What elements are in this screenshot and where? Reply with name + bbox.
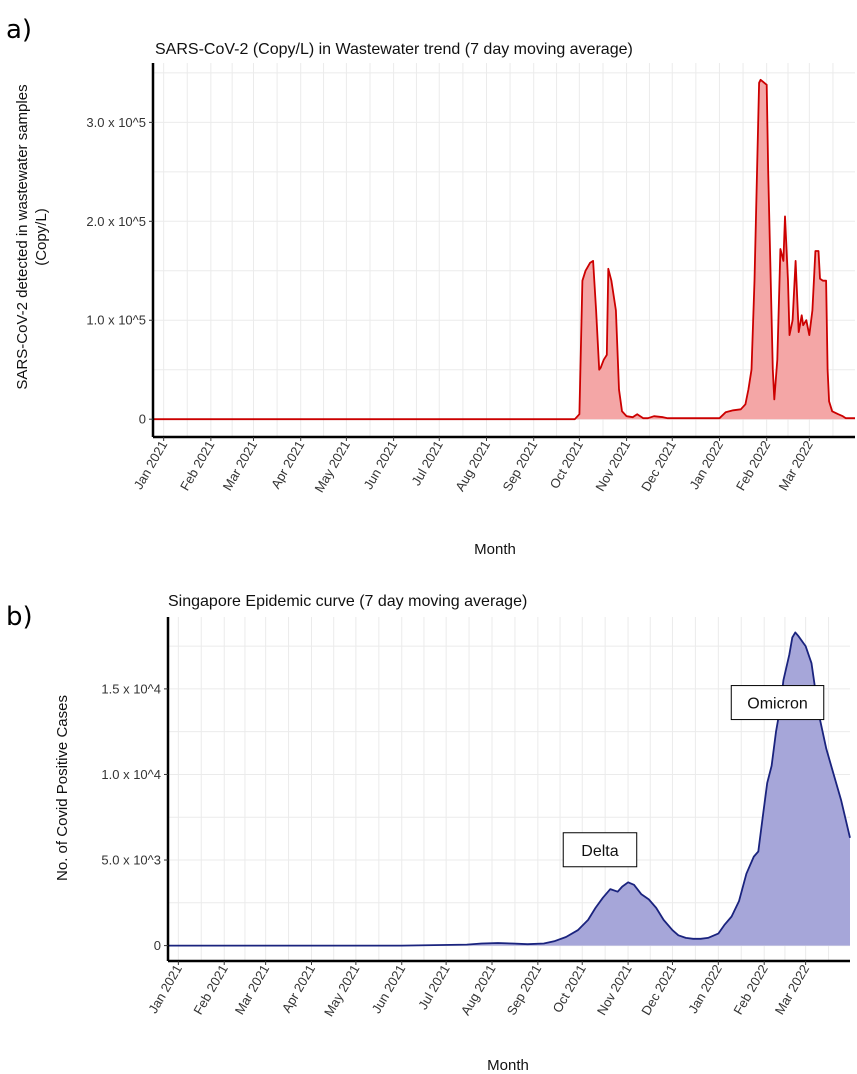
wastewater-x-tick-label: Jul 2021	[408, 438, 446, 488]
epidemic-series	[168, 631, 851, 947]
epidemic-x-tick-label: Feb 2022	[730, 962, 770, 1017]
epidemic-x-tick-label: Jun 2021	[369, 962, 409, 1016]
epidemic-x-ticks: Jan 2021 Feb 2021 Mar 2021 Apr 2021 May 2021…	[145, 961, 812, 1019]
epidemic-x-tick-label: Mar 2022	[772, 962, 812, 1017]
epidemic-chart-title: Singapore Epidemic curve (7 day moving a…	[168, 593, 527, 610]
wastewater-x-tick-label: Jun 2021	[360, 438, 400, 492]
epidemic-series-line	[168, 631, 851, 947]
wastewater-x-tick-label: Jan 2021	[131, 438, 171, 492]
annotation-box-delta	[562, 832, 638, 868]
wastewater-chart: a) SARS-CoV-2 (Copy/L) in Wastewater tre…	[6, 15, 855, 558]
wastewater-x-tick-label: Jan 2022	[686, 438, 726, 492]
wastewater-x-tick-label: Sep 2021	[499, 438, 540, 494]
epidemic-y-tick-label: 1.5 x 10^4	[101, 681, 161, 696]
epidemic-annotations: Delta Omicron	[562, 685, 825, 868]
epidemic-x-tick-label: Apr 2021	[279, 962, 318, 1015]
wastewater-x-tick-label: Nov 2021	[592, 438, 633, 494]
epidemic-x-tick-label: Feb 2021	[190, 962, 230, 1017]
epidemic-plot-background	[168, 617, 850, 961]
wastewater-plot-background	[153, 63, 855, 437]
epidemic-area-fill	[168, 632, 850, 946]
wastewater-x-tick-label: May 2021	[311, 438, 353, 495]
epidemic-x-tick-label: Oct 2021	[549, 962, 588, 1015]
wastewater-y-tick-label: 2.0 x 10^5	[86, 214, 146, 229]
epidemic-y-tick-label: 1.0 x 10^4	[101, 767, 161, 782]
wastewater-x-tick-label: Feb 2022	[733, 438, 773, 493]
epidemic-x-tick-label: Mar 2021	[232, 962, 272, 1017]
wastewater-x-tick-label: Feb 2021	[177, 438, 217, 493]
epidemic-x-tick-label: Aug 2021	[458, 962, 499, 1018]
wastewater-x-tick-label: Dec 2021	[638, 438, 679, 494]
epidemic-x-tick-label: Nov 2021	[594, 962, 635, 1018]
wastewater-series-line	[153, 78, 855, 421]
epidemic-x-tick-label: Jan 2021	[145, 962, 185, 1016]
wastewater-x-ticks: Jan 2021 Feb 2021 Mar 2021 Apr 2021 May 2021…	[131, 437, 816, 495]
epidemic-x-tick-label: Dec 2021	[638, 962, 679, 1018]
epidemic-y-axis-label: No. of Covid Positive Cases	[54, 695, 71, 881]
annotation-box-omicron	[730, 685, 825, 721]
wastewater-x-tick-label: Mar 2022	[775, 438, 815, 493]
epidemic-chart: b) Singapore Epidemic curve (7 day movin…	[6, 593, 851, 1074]
epidemic-y-tick-label: 5.0 x 10^3	[101, 853, 161, 868]
wastewater-y-axis-label-line-2: (Copy/L)	[33, 208, 50, 266]
epidemic-y-tick-label: 0	[154, 938, 161, 953]
epidemic-y-ticks: 0 5.0 x 10^3 1.0 x 10^4 1.5 x 10^4	[101, 681, 168, 953]
epidemic-x-tick-label: May 2021	[321, 962, 363, 1019]
epidemic-axes	[166, 617, 850, 963]
epidemic-x-tick-label: Jul 2021	[415, 962, 453, 1012]
wastewater-y-axis-label-line-1: SARS-CoV-2 detected in wastewater sample…	[14, 84, 31, 389]
wastewater-x-tick-label: Mar 2021	[220, 438, 260, 493]
wastewater-y-axis-label: SARS-CoV-2 detected in wastewater sample…	[14, 84, 50, 389]
panel-b-label: b)	[6, 602, 33, 632]
wastewater-area-fill	[153, 79, 855, 420]
wastewater-y-tick-label: 3.0 x 10^5	[86, 115, 146, 130]
wastewater-axes	[151, 63, 855, 439]
annotation-label-omicron: Omicron	[747, 696, 807, 713]
wastewater-x-tick-label: Apr 2021	[268, 438, 307, 491]
wastewater-y-tick-label: 0	[139, 412, 146, 427]
wastewater-x-tick-label: Aug 2021	[452, 438, 493, 494]
wastewater-y-tick-label: 1.0 x 10^5	[86, 313, 146, 328]
epidemic-x-tick-label: Jan 2022	[685, 962, 725, 1016]
epidemic-x-tick-label: Sep 2021	[504, 962, 545, 1018]
panel-a-label: a)	[6, 15, 32, 45]
wastewater-x-axis-label: Month	[474, 541, 516, 558]
annotation-label-delta: Delta	[581, 843, 618, 860]
wastewater-y-ticks: 0 1.0 x 10^5 2.0 x 10^5 3.0 x 10^5	[86, 115, 153, 427]
wastewater-series	[153, 78, 855, 421]
epidemic-x-axis-label: Month	[487, 1057, 529, 1074]
wastewater-chart-title: SARS-CoV-2 (Copy/L) in Wastewater trend …	[155, 41, 633, 58]
wastewater-x-tick-label: Oct 2021	[547, 438, 586, 491]
